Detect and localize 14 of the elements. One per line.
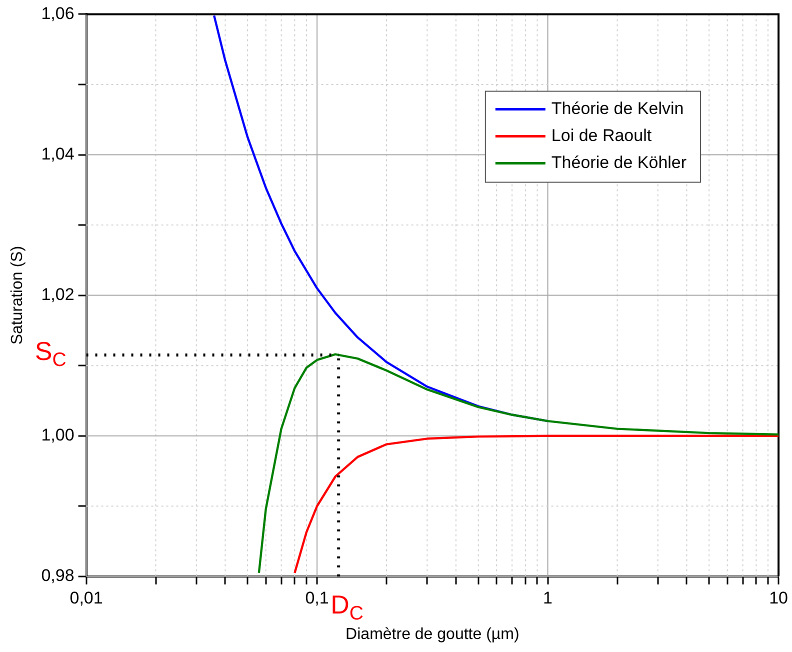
legend-label: Théorie de Köhler [551,152,687,172]
y-axis-title: Saturation (S) [9,246,26,345]
y-tick-label: 1,06 [41,4,74,23]
x-tick-label: 0,1 [305,588,329,608]
x-tick-label: 0,01 [70,588,103,608]
y-tick-label: 1,00 [41,426,74,445]
y-tick-label: 1,04 [41,144,74,164]
x-axis-title: Diamètre de goutte (µm) [346,626,520,643]
y-tick-label: 1,02 [41,284,74,304]
legend-label: Théorie de Kelvin [551,98,684,118]
y-tick-label: 0,98 [41,566,74,586]
legend-label: Loi de Raoult [551,126,652,145]
x-tick-label: 1 [543,588,553,608]
x-tick-label: 10 [769,588,788,608]
